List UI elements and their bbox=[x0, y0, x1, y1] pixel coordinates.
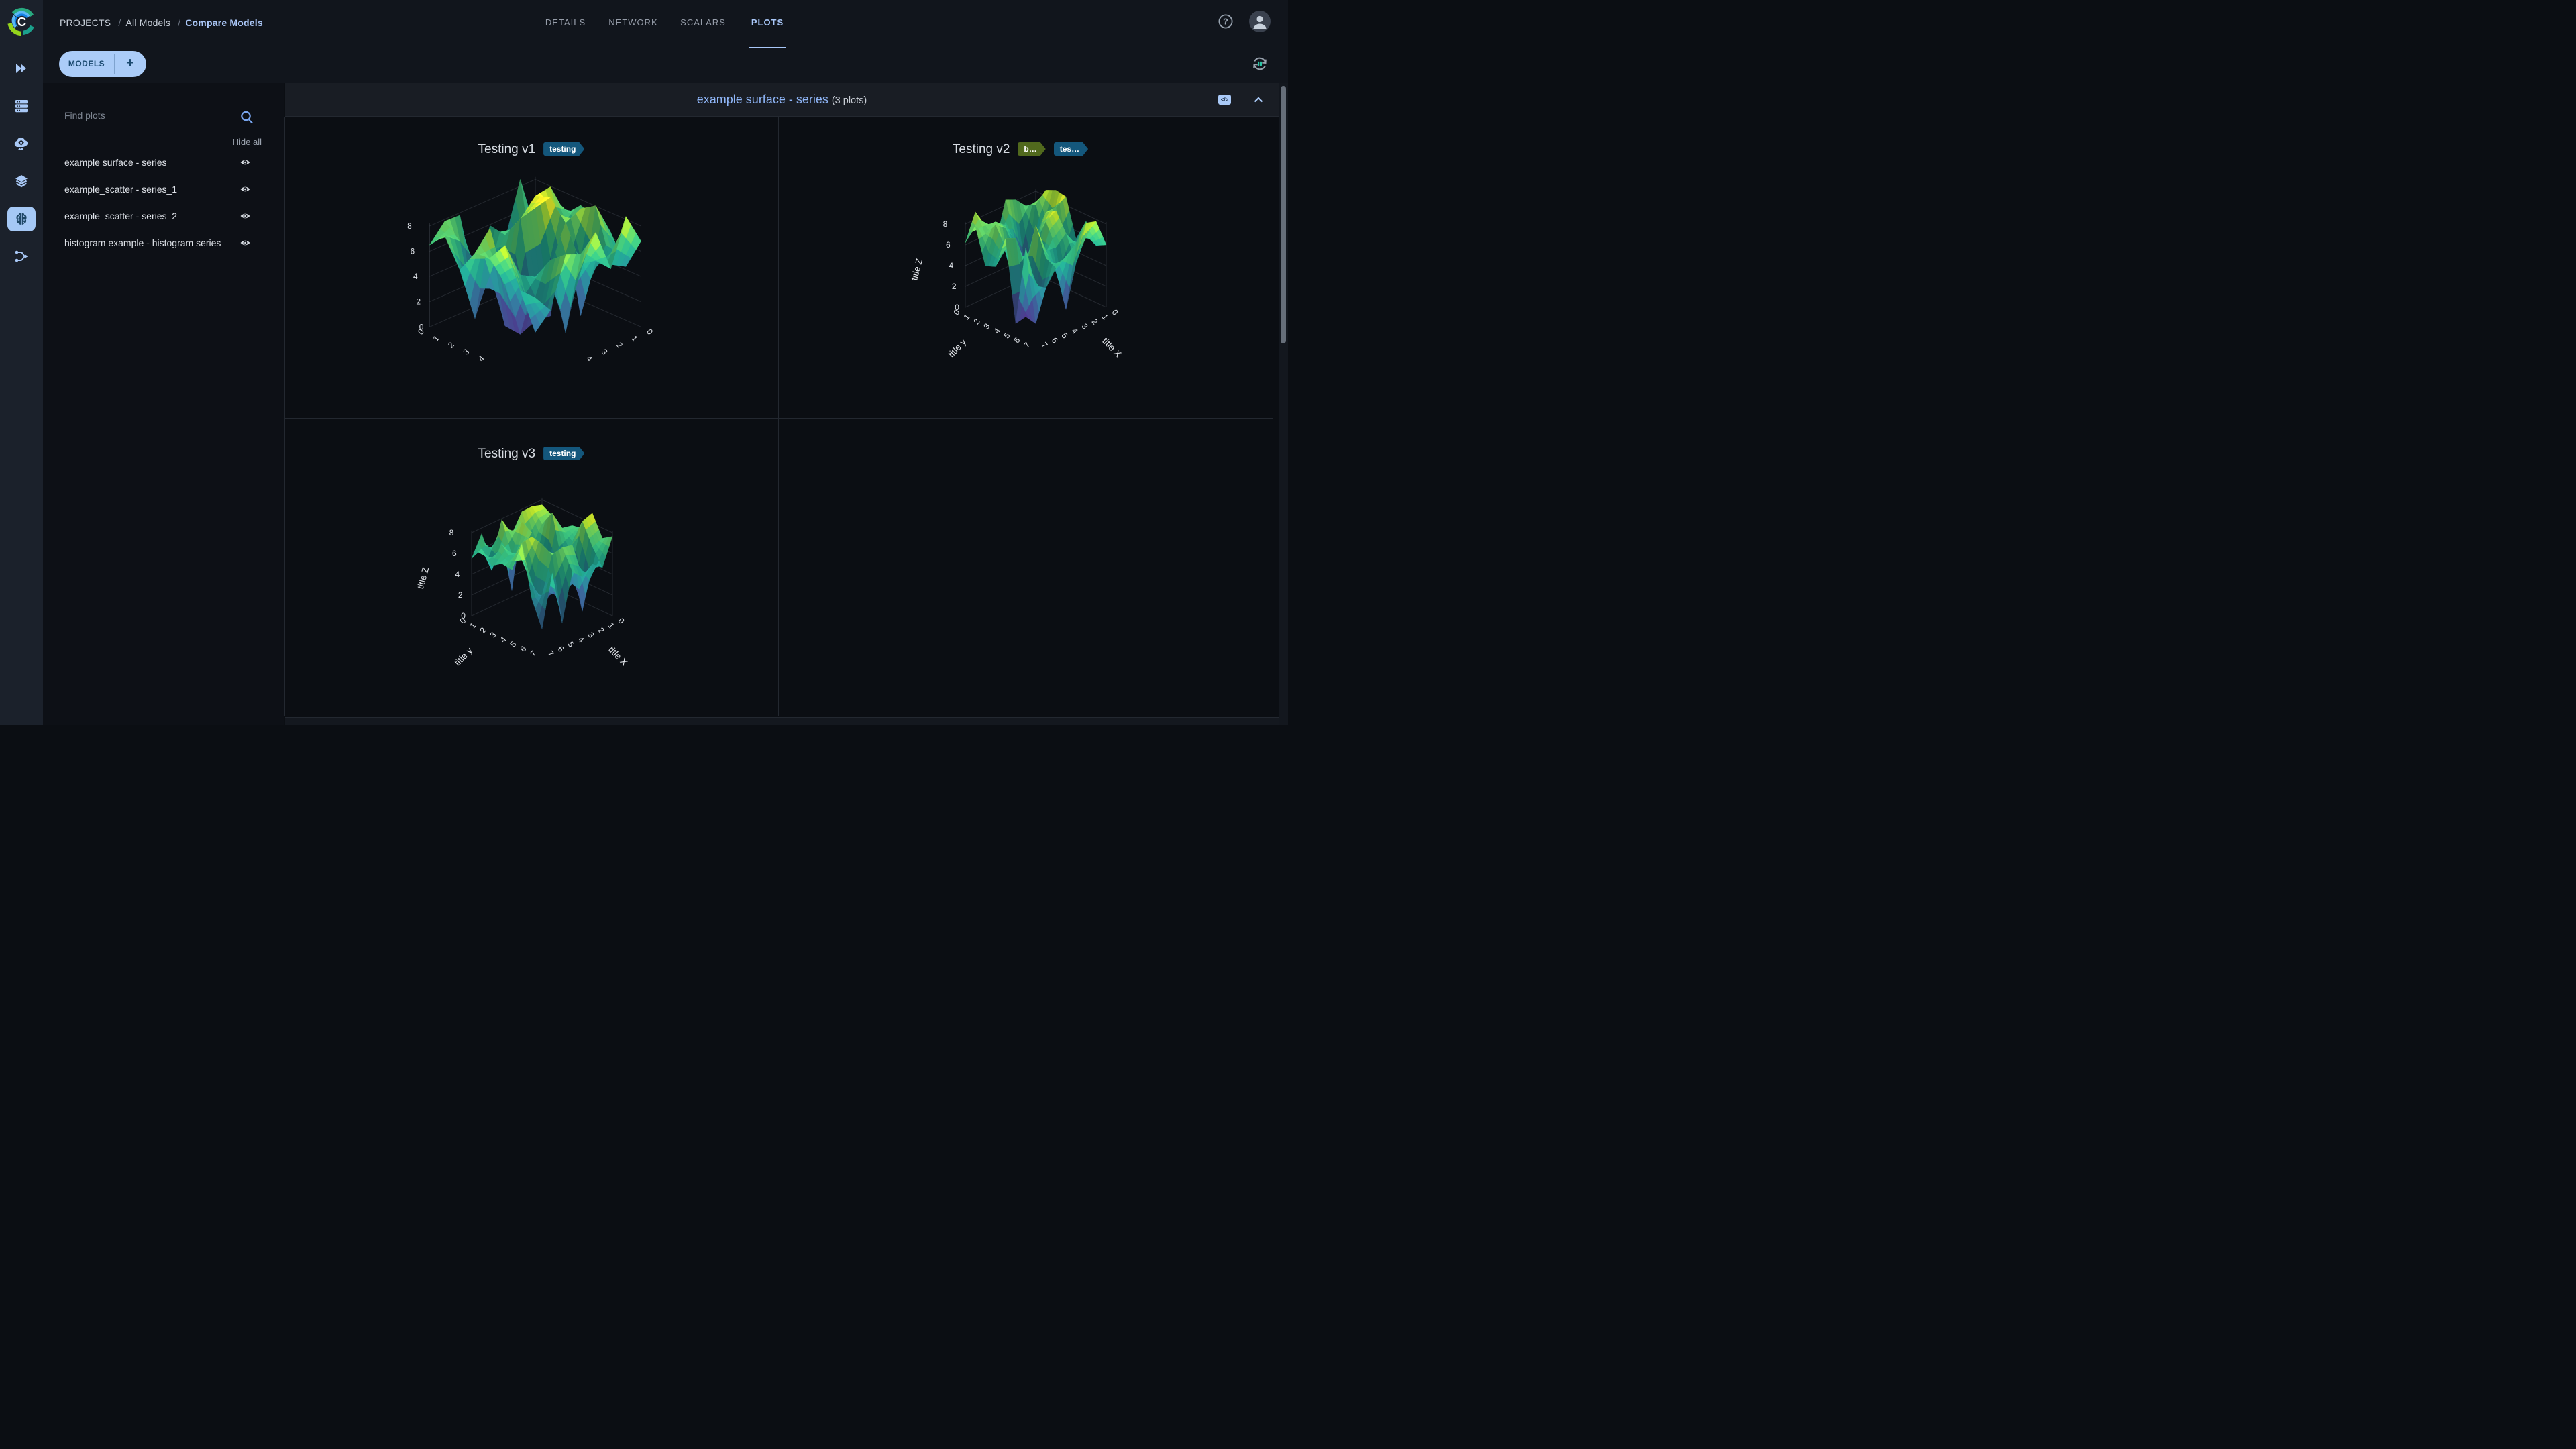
svg-text:0: 0 bbox=[616, 616, 627, 625]
svg-text:2: 2 bbox=[614, 340, 625, 350]
svg-text:4: 4 bbox=[991, 326, 1002, 335]
svg-text:2: 2 bbox=[478, 625, 488, 635]
svg-text:7: 7 bbox=[1040, 340, 1050, 350]
svg-text:0: 0 bbox=[1110, 307, 1120, 317]
svg-text:title X: title X bbox=[606, 645, 629, 668]
svg-text:1: 1 bbox=[606, 621, 616, 630]
svg-text:1: 1 bbox=[630, 334, 640, 343]
svg-text:5: 5 bbox=[566, 639, 576, 649]
svg-text:4: 4 bbox=[498, 635, 508, 644]
svg-text:7: 7 bbox=[546, 649, 556, 658]
svg-text:3: 3 bbox=[586, 630, 596, 639]
svg-text:2: 2 bbox=[416, 297, 421, 307]
svg-text:0: 0 bbox=[461, 611, 466, 621]
svg-text:7: 7 bbox=[528, 649, 538, 658]
svg-text:3: 3 bbox=[600, 347, 610, 356]
svg-text:1: 1 bbox=[961, 312, 971, 321]
svg-text:8: 8 bbox=[449, 528, 454, 537]
svg-text:6: 6 bbox=[556, 644, 566, 653]
svg-text:title X: title X bbox=[1100, 336, 1123, 360]
svg-text:title Z: title Z bbox=[909, 258, 924, 282]
svg-text:3: 3 bbox=[461, 347, 471, 356]
svg-text:4: 4 bbox=[476, 354, 486, 363]
svg-text:3: 3 bbox=[1080, 321, 1090, 331]
svg-text:1: 1 bbox=[1100, 312, 1110, 321]
svg-text:?: ? bbox=[1223, 17, 1228, 27]
svg-text:3: 3 bbox=[488, 630, 498, 639]
svg-text:0: 0 bbox=[955, 303, 959, 312]
svg-text:C: C bbox=[17, 15, 26, 29]
svg-text:5: 5 bbox=[1002, 331, 1012, 340]
svg-text:6: 6 bbox=[946, 240, 951, 250]
svg-text:4: 4 bbox=[1070, 326, 1080, 335]
svg-text:title y: title y bbox=[452, 645, 474, 667]
svg-text:4: 4 bbox=[413, 272, 418, 281]
svg-text:1: 1 bbox=[431, 333, 441, 343]
svg-text:4: 4 bbox=[455, 570, 460, 579]
svg-text:0: 0 bbox=[645, 327, 655, 337]
svg-text:4: 4 bbox=[584, 354, 594, 363]
svg-text:6: 6 bbox=[411, 247, 415, 256]
svg-text:6: 6 bbox=[452, 549, 457, 558]
svg-text:7: 7 bbox=[1022, 340, 1032, 350]
svg-text:2: 2 bbox=[596, 625, 606, 635]
svg-text:1: 1 bbox=[468, 621, 478, 630]
svg-text:5: 5 bbox=[508, 639, 518, 649]
svg-text:4: 4 bbox=[576, 635, 586, 644]
svg-text:title Z: title Z bbox=[415, 566, 431, 590]
svg-text:6: 6 bbox=[518, 644, 528, 653]
svg-text:title y: title y bbox=[946, 337, 968, 359]
svg-text:2: 2 bbox=[446, 340, 456, 350]
svg-text:2: 2 bbox=[458, 590, 463, 600]
svg-text:0: 0 bbox=[419, 322, 424, 331]
svg-text:3: 3 bbox=[981, 321, 991, 331]
svg-text:2: 2 bbox=[971, 317, 981, 326]
svg-text:4: 4 bbox=[949, 261, 953, 270]
svg-text:6: 6 bbox=[1012, 335, 1022, 345]
svg-text:5: 5 bbox=[1060, 331, 1070, 340]
svg-text:8: 8 bbox=[943, 219, 948, 229]
svg-text:6: 6 bbox=[1050, 335, 1060, 345]
svg-text:2: 2 bbox=[952, 282, 957, 291]
svg-text:8: 8 bbox=[407, 221, 412, 231]
svg-text:2: 2 bbox=[1090, 317, 1100, 326]
